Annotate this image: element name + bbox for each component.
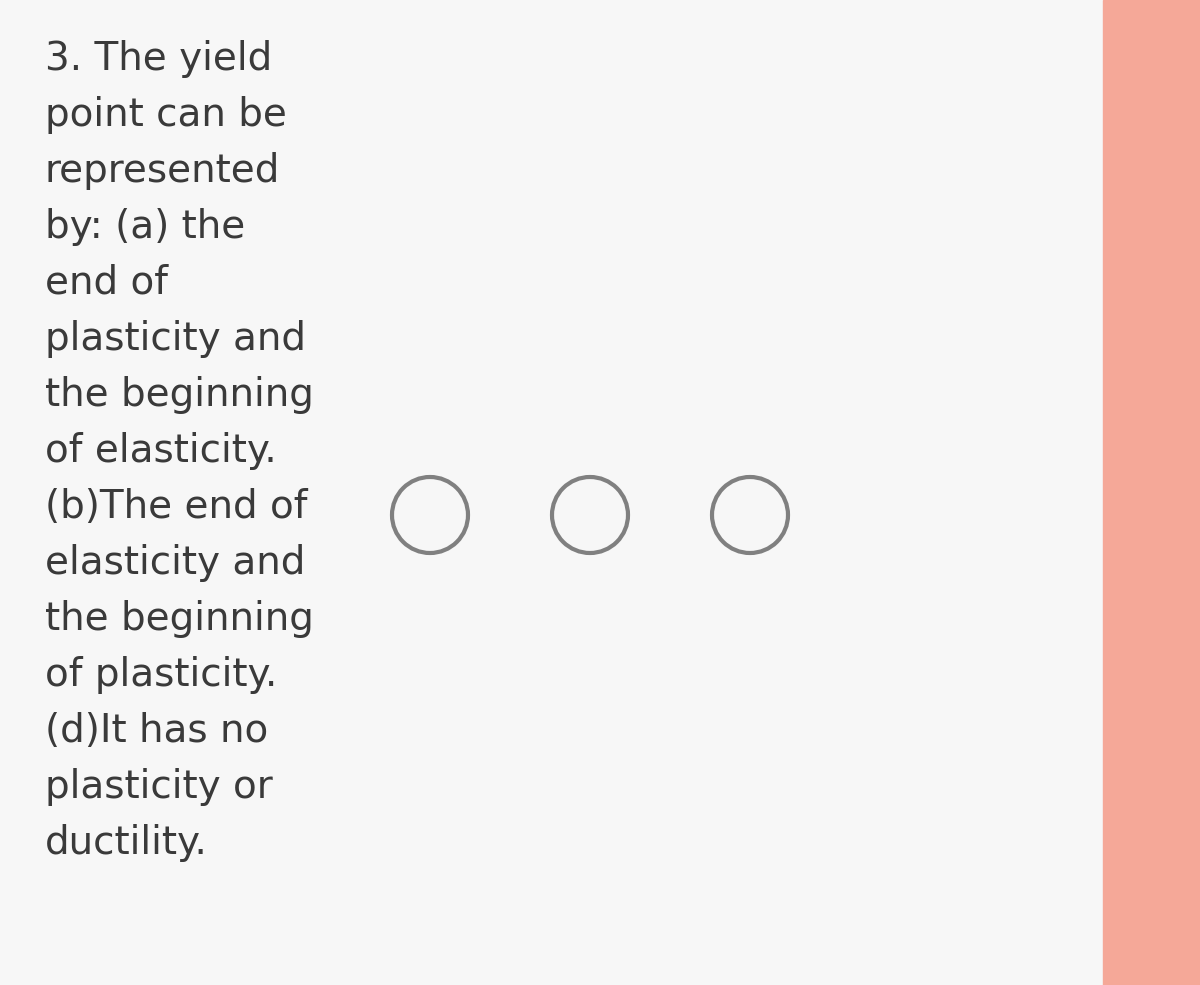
Bar [1103, 0, 1200, 985]
Text: 3. The yield
point can be
represented
by: (a) the
end of
plasticity and
the begi: 3. The yield point can be represented by… [46, 40, 314, 862]
